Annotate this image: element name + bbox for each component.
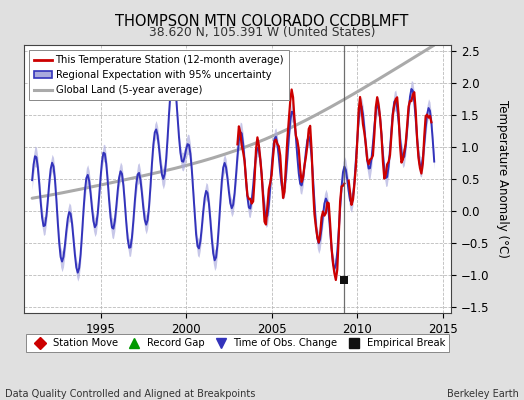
Text: 38.620 N, 105.391 W (United States): 38.620 N, 105.391 W (United States) [149,26,375,39]
Text: Data Quality Controlled and Aligned at Breakpoints: Data Quality Controlled and Aligned at B… [5,389,256,399]
Text: THOMPSON MTN COLORADO CCDBLMFT: THOMPSON MTN COLORADO CCDBLMFT [115,14,409,29]
Point [340,277,348,283]
Y-axis label: Temperature Anomaly (°C): Temperature Anomaly (°C) [496,100,509,258]
Text: Berkeley Earth: Berkeley Earth [447,389,519,399]
Legend: Station Move, Record Gap, Time of Obs. Change, Empirical Break: Station Move, Record Gap, Time of Obs. C… [26,334,449,352]
